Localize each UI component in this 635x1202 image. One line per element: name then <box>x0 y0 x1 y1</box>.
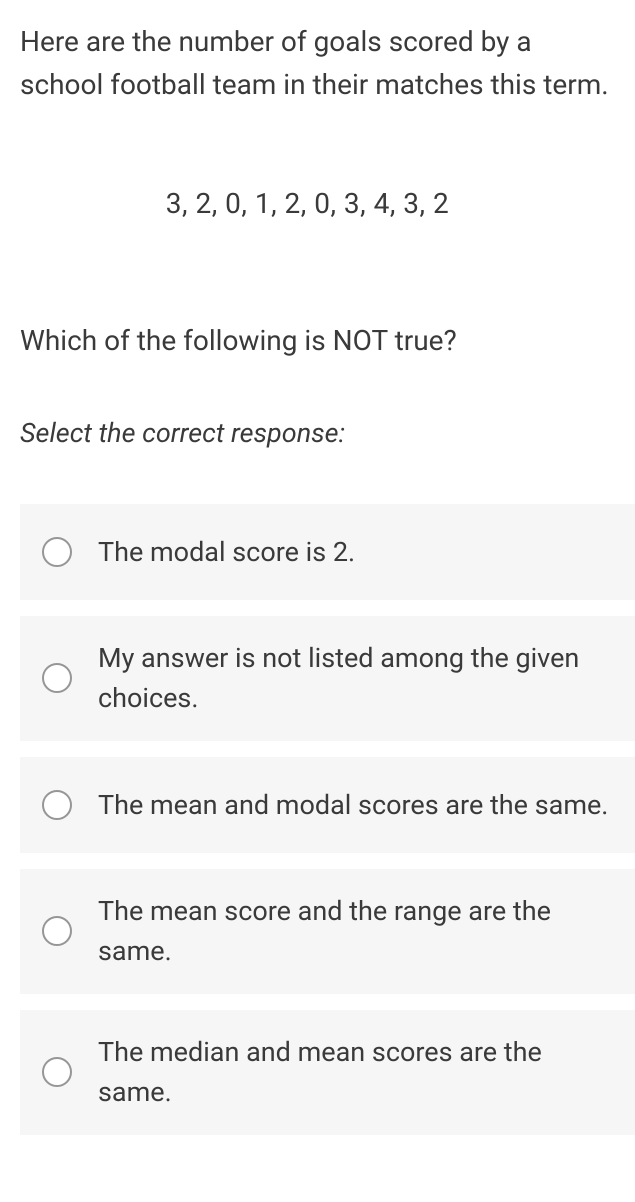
question-data: 3, 2, 0, 1, 2, 0, 3, 4, 3, 2 <box>20 187 635 220</box>
question-intro: Here are the number of goals scored by a… <box>20 20 635 107</box>
options-list: The modal score is 2. My answer is not l… <box>20 504 635 1135</box>
option-row[interactable]: The median and mean scores are the same. <box>20 1010 635 1135</box>
radio-icon[interactable] <box>42 916 72 946</box>
radio-icon[interactable] <box>42 790 72 820</box>
option-label: The median and mean scores are the same. <box>98 1032 617 1113</box>
option-label: My answer is not listed among the given … <box>98 638 617 719</box>
radio-icon[interactable] <box>42 663 72 693</box>
option-label: The mean score and the range are the sam… <box>98 891 617 972</box>
option-label: The modal score is 2. <box>98 532 355 573</box>
question-instruction: Select the correct response: <box>20 417 635 449</box>
option-row[interactable]: The modal score is 2. <box>20 504 635 600</box>
radio-icon[interactable] <box>42 1057 72 1087</box>
option-row[interactable]: The mean score and the range are the sam… <box>20 869 635 994</box>
option-row[interactable]: My answer is not listed among the given … <box>20 616 635 741</box>
radio-icon[interactable] <box>42 537 72 567</box>
option-row[interactable]: The mean and modal scores are the same. <box>20 757 635 853</box>
question-prompt: Which of the following is NOT true? <box>20 320 635 362</box>
option-label: The mean and modal scores are the same. <box>98 785 608 826</box>
